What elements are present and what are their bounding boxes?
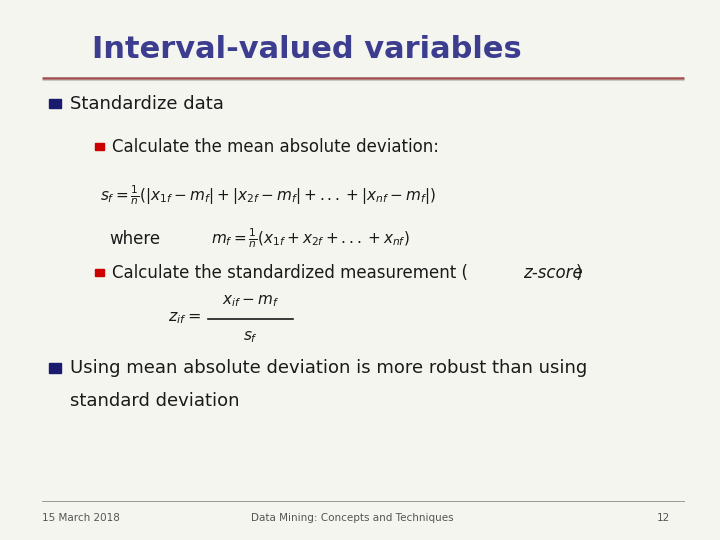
Text: $z_{if} =$: $z_{if} =$ xyxy=(168,310,201,327)
Bar xyxy=(50,99,61,108)
Text: Interval-valued variables: Interval-valued variables xyxy=(91,35,521,64)
Text: Standardize data: Standardize data xyxy=(71,94,225,113)
Text: $s_f$: $s_f$ xyxy=(243,329,258,345)
Bar xyxy=(95,143,104,150)
Text: $m_f = \frac{1}{n}(x_{1f} + x_{2f} + ... + x_{nf})$: $m_f = \frac{1}{n}(x_{1f} + x_{2f} + ...… xyxy=(211,227,410,251)
Text: Calculate the standardized measurement (: Calculate the standardized measurement ( xyxy=(112,264,468,282)
Text: Calculate the mean absolute deviation:: Calculate the mean absolute deviation: xyxy=(112,138,439,156)
Text: $x_{if} - m_f$: $x_{if} - m_f$ xyxy=(222,293,279,309)
Bar xyxy=(50,363,61,373)
Text: Using mean absolute deviation is more robust than using: Using mean absolute deviation is more ro… xyxy=(71,359,588,377)
Text: 12: 12 xyxy=(657,514,670,523)
Text: $s_f = \frac{1}{n}(|x_{1f} - m_f| + |x_{2f} - m_f| + ... + |x_{nf} - m_f|)$: $s_f = \frac{1}{n}(|x_{1f} - m_f| + |x_{… xyxy=(100,184,436,207)
Text: z-score: z-score xyxy=(523,264,582,282)
Text: standard deviation: standard deviation xyxy=(71,392,240,410)
Text: where: where xyxy=(109,230,161,248)
Text: ): ) xyxy=(575,264,582,282)
Text: Data Mining: Concepts and Techniques: Data Mining: Concepts and Techniques xyxy=(251,514,454,523)
Text: 15 March 2018: 15 March 2018 xyxy=(42,514,120,523)
Bar xyxy=(95,269,104,276)
